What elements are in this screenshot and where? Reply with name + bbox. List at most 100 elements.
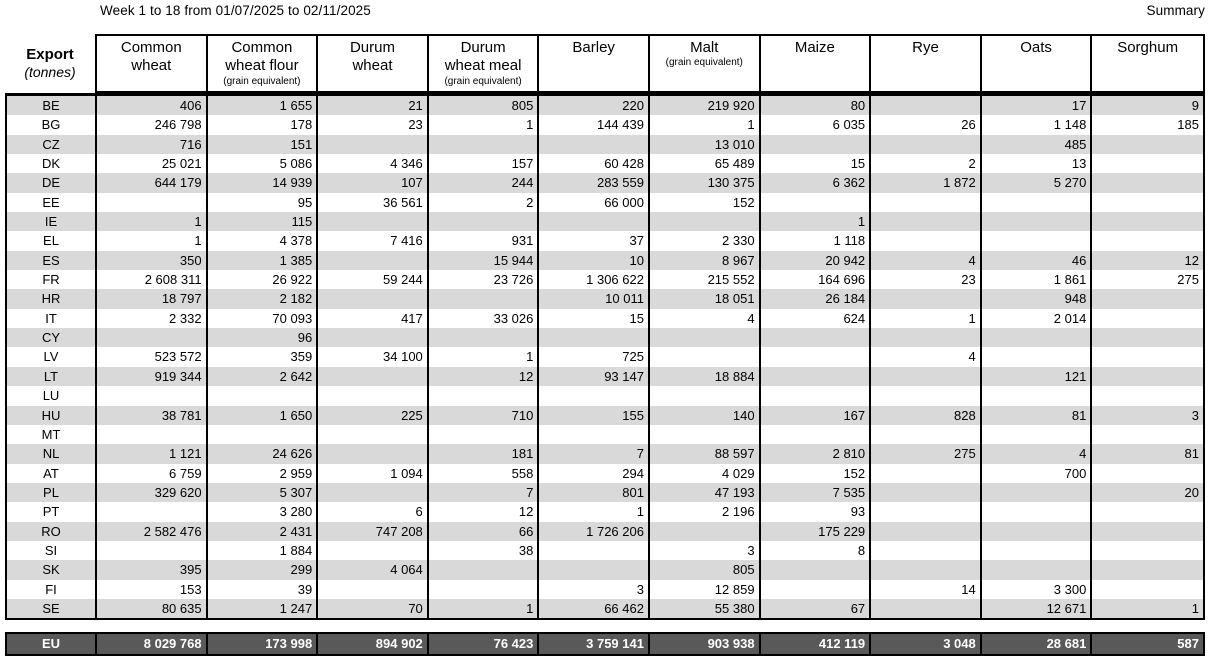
row-label-lt: LT <box>7 366 97 387</box>
row-cell-hu-barley: 155 <box>539 405 650 425</box>
row-cell-pt-maize: 93 <box>761 502 872 522</box>
row-cell-si-rye <box>871 540 982 561</box>
row-cell-el-durum-wheat: 7 416 <box>318 231 429 251</box>
row-cell-hr-common-wheat-flour: 2 182 <box>208 289 319 309</box>
row-cell-nl-sorghum: 81 <box>1184 446 1199 462</box>
row-cell-bg-durum-wheat-meal: 1 <box>429 115 540 135</box>
row-cell-ee-common-wheat-flour: 95 <box>208 192 319 213</box>
row-cell-el-barley: 37 <box>539 231 650 251</box>
row-label-lu: LU <box>7 386 97 406</box>
top-bar: Week 1 to 18 from 01/07/2025 to 02/11/20… <box>0 3 1210 34</box>
row-cell-bg-maize: 6 035 <box>761 115 872 135</box>
eu-cell-eu-sorghum: 587 <box>1177 636 1199 652</box>
row-cell-lt-malt: 18 884 <box>650 366 761 387</box>
row-cell-ee-barley: 66 000 <box>539 192 650 213</box>
row-cell-pl-malt: 47 193 <box>650 482 761 503</box>
page-title: Week 1 to 18 from 01/07/2025 to 02/11/20… <box>100 3 371 18</box>
row-cell-lv-maize <box>761 347 872 367</box>
row-label-it: IT <box>7 308 97 329</box>
row-cell-dk-oats: 13 <box>982 154 1093 174</box>
column-header-label: Malt <box>690 39 719 56</box>
table-row-es: ES 350 1 385 15 944 10 8 967 20 942 4 46 12 <box>7 250 1203 271</box>
row-cell-cy-common-wheat <box>97 328 208 348</box>
table-row-de: DE 644 179 14 939 107 244 283 559 130 375 6 362… <box>7 173 1203 193</box>
row-cell-it-durum-wheat-meal: 33 026 <box>429 308 540 329</box>
table-row-sk: SK 395 299 4 064 805 <box>7 560 1203 580</box>
column-header-durum-wheat: Durum wheat <box>318 36 429 91</box>
column-header-common-wheat: Common wheat <box>97 36 208 91</box>
row-cell-be-barley: 220 <box>539 96 650 116</box>
row-cell-pt-barley: 1 <box>539 502 650 522</box>
row-cell-sk-common-wheat-flour: 299 <box>208 560 319 580</box>
row-cell-mt-rye <box>871 424 982 445</box>
row-cell-at-barley: 294 <box>539 463 650 483</box>
row-cell-cz-common-wheat-flour: 151 <box>208 134 319 155</box>
row-cell-nl-malt: 88 597 <box>650 444 761 464</box>
row-cell-se-durum-wheat: 70 <box>318 598 429 619</box>
row-cell-be-durum-wheat-meal: 805 <box>429 96 540 116</box>
row-cell-be-common-wheat-flour: 1 655 <box>208 96 319 116</box>
row-cell-si-maize: 8 <box>761 540 872 561</box>
row-cell-si-sorghum <box>1092 541 1203 560</box>
table-row-it: IT 2 332 70 093 417 33 026 15 4 624 1 2 014 <box>7 308 1203 329</box>
eu-cell-eu-common-wheat: 8 029 768 <box>97 634 208 655</box>
row-label-cz: CZ <box>7 134 97 155</box>
row-cell-lt-oats: 121 <box>982 366 1093 387</box>
row-cell-sk-common-wheat: 395 <box>97 560 208 580</box>
row-cell-at-malt: 4 029 <box>650 463 761 483</box>
row-cell-de-common-wheat-flour: 14 939 <box>208 173 319 193</box>
row-cell-si-malt: 3 <box>650 540 761 561</box>
row-cell-si-durum-wheat-meal: 38 <box>429 540 540 561</box>
column-header-label: Rye <box>912 39 939 56</box>
table-row-bg: BG 246 798 178 23 1 144 439 1 6 035 26 1 148 185 <box>7 115 1203 135</box>
row-cell-it-durum-wheat: 417 <box>318 308 429 329</box>
row-cell-be-rye <box>871 96 982 116</box>
row-label-mt: MT <box>7 424 97 445</box>
row-cell-cz-malt: 13 010 <box>650 134 761 155</box>
row-cell-lt-common-wheat-flour: 2 642 <box>208 366 319 387</box>
row-cell-pl-maize: 7 535 <box>761 482 872 503</box>
row-cell-hr-sorghum <box>1092 289 1203 308</box>
row-cell-de-maize: 6 362 <box>761 173 872 193</box>
eu-total-row: EU 8 029 768 173 998 894 902 76 423 3 759 141… <box>5 632 1205 657</box>
row-cell-de-oats: 5 270 <box>982 173 1093 193</box>
row-cell-hr-malt: 18 051 <box>650 289 761 309</box>
table-row-dk: DK 25 021 5 086 4 346 157 60 428 65 489 15 2 13 <box>7 154 1203 174</box>
row-cell-lu-common-wheat-flour <box>208 386 319 406</box>
row-cell-hu-common-wheat-flour: 1 650 <box>208 405 319 425</box>
row-cell-pt-sorghum <box>1092 502 1203 521</box>
row-label-at: AT <box>7 463 97 483</box>
row-cell-lv-oats <box>982 347 1093 367</box>
row-cell-lv-common-wheat: 523 572 <box>97 347 208 367</box>
row-cell-pl-barley: 801 <box>539 482 650 503</box>
row-cell-lt-common-wheat: 919 344 <box>97 366 208 387</box>
eu-cell-eu-barley: 3 759 141 <box>539 634 650 655</box>
row-cell-cy-malt <box>650 328 761 348</box>
row-cell-hu-malt: 140 <box>650 405 761 425</box>
row-cell-pl-durum-wheat <box>318 482 429 503</box>
row-cell-hr-durum-wheat-meal <box>429 289 540 309</box>
row-cell-lt-barley: 93 147 <box>539 366 650 387</box>
row-cell-se-oats: 12 671 <box>982 598 1093 619</box>
table-row-hu: HU 38 781 1 650 225 710 155 140 167 828 81 3 <box>7 405 1203 425</box>
row-cell-dk-barley: 60 428 <box>539 154 650 174</box>
row-cell-fi-durum-wheat-meal <box>429 579 540 599</box>
row-cell-mt-maize <box>761 424 872 445</box>
row-cell-pl-common-wheat: 329 620 <box>97 482 208 503</box>
row-cell-be-maize: 80 <box>761 96 872 116</box>
row-cell-hu-common-wheat: 38 781 <box>97 405 208 425</box>
row-cell-dk-malt: 65 489 <box>650 154 761 174</box>
row-cell-it-common-wheat: 2 332 <box>97 308 208 329</box>
row-cell-ro-common-wheat: 2 582 476 <box>97 521 208 541</box>
row-cell-hr-barley: 10 011 <box>539 289 650 309</box>
row-cell-at-durum-wheat: 1 094 <box>318 463 429 483</box>
row-cell-fi-malt: 12 859 <box>650 579 761 599</box>
row-cell-bg-barley: 144 439 <box>539 115 650 135</box>
row-cell-nl-barley: 7 <box>539 444 650 464</box>
row-cell-cy-durum-wheat <box>318 328 429 348</box>
row-cell-pl-sorghum: 20 <box>1184 484 1199 500</box>
row-cell-sk-durum-wheat-meal <box>429 560 540 580</box>
row-cell-pt-common-wheat-flour: 3 280 <box>208 502 319 522</box>
row-cell-it-barley: 15 <box>539 308 650 329</box>
row-cell-lu-malt <box>650 386 761 406</box>
